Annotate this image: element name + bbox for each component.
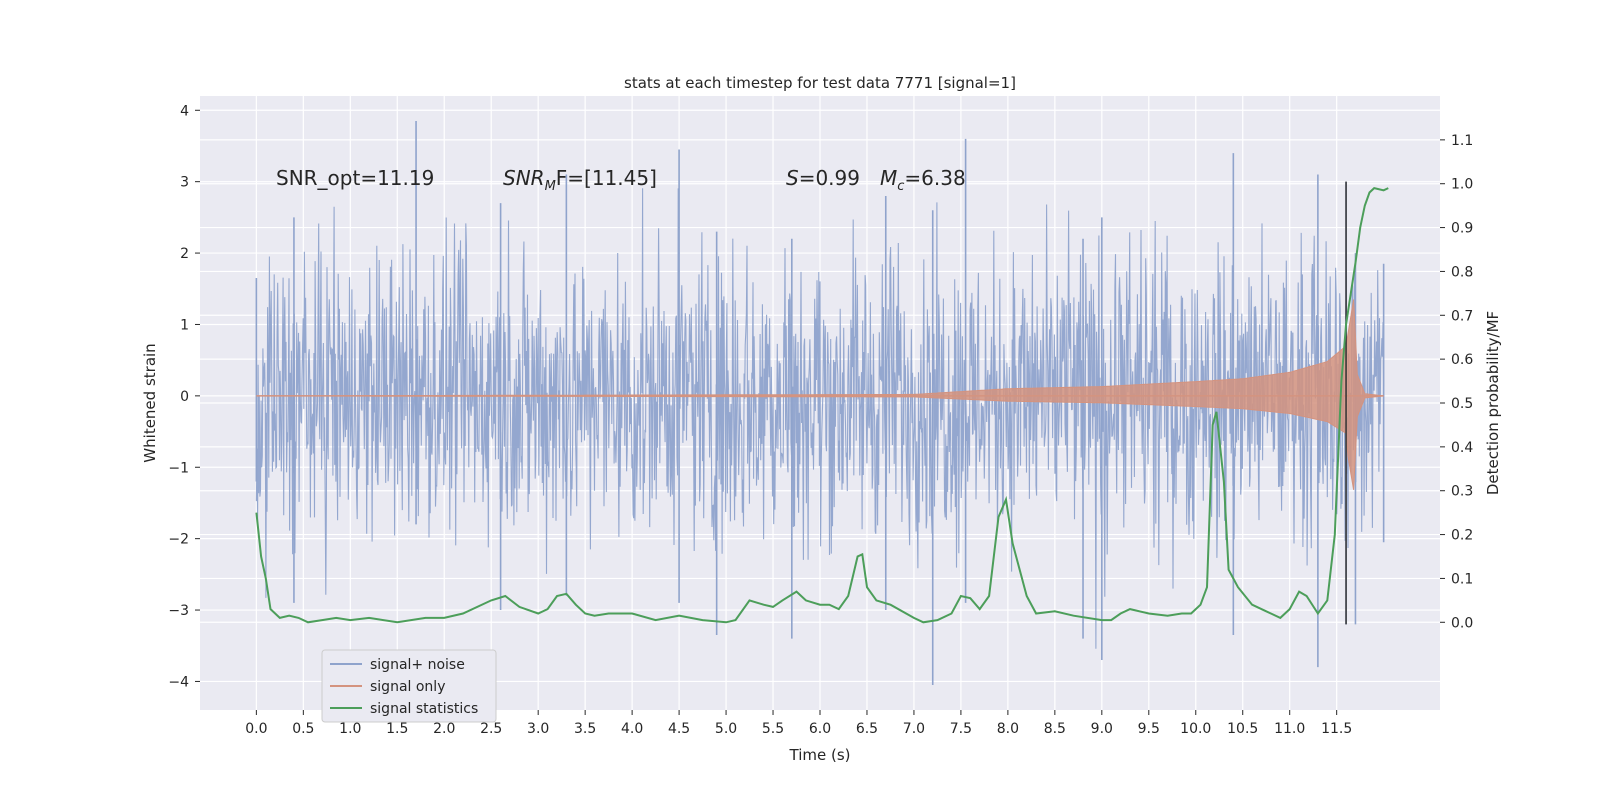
mc-val: =6.38 bbox=[904, 166, 965, 190]
x-tick-label: 3.0 bbox=[527, 721, 549, 737]
y-left-tick-label: 2 bbox=[180, 246, 189, 262]
annotation-snr-mf: SNRMF=[11.45] bbox=[503, 166, 657, 194]
annotation-s: S=0.99 bbox=[786, 166, 860, 190]
x-tick-label: 2.5 bbox=[480, 721, 502, 737]
y-right-tick-label: 0.6 bbox=[1451, 352, 1473, 368]
signal-statistics-series bbox=[255, 187, 1389, 624]
y-right-tick-label: 0.7 bbox=[1451, 308, 1473, 324]
signal-only-series bbox=[256, 299, 1384, 490]
x-tick-label: 6.0 bbox=[809, 721, 831, 737]
y-right-tick-label: 0.8 bbox=[1451, 264, 1473, 280]
x-tick-label: 4.0 bbox=[621, 721, 643, 737]
y-right-tick-label: 0.2 bbox=[1451, 528, 1473, 544]
y-right-tick-label: 0.9 bbox=[1451, 221, 1473, 237]
x-tick-label: 7.5 bbox=[950, 721, 972, 737]
y-right-tick-label: 0.5 bbox=[1451, 396, 1473, 412]
x-tick-label: 3.5 bbox=[574, 721, 596, 737]
x-tick-label: 2.0 bbox=[433, 721, 455, 737]
statistics-line bbox=[255, 187, 1389, 624]
y-right-tick-label: 1.0 bbox=[1451, 177, 1473, 193]
legend: signal+ noise signal only signal statist… bbox=[321, 649, 497, 723]
y-left-axis-ticks: 4 3 2 1 0 −1 −2 −3 −4 bbox=[168, 103, 200, 690]
x-axis-label: Time (s) bbox=[789, 746, 851, 764]
x-tick-label: 11.5 bbox=[1321, 721, 1352, 737]
mc-var: M bbox=[880, 166, 897, 190]
y-left-tick-label: −4 bbox=[168, 674, 189, 690]
annotation-snr-opt: SNR_opt=11.19 bbox=[276, 166, 434, 190]
y-left-tick-label: −1 bbox=[168, 460, 189, 476]
x-tick-label: 8.0 bbox=[997, 721, 1019, 737]
y-right-tick-label: 0.0 bbox=[1451, 615, 1473, 631]
y-right-axis-ticks: 1.1 1.0 0.9 0.8 0.7 0.6 0.5 0.4 0.3 0.2 0.1 0.0 bbox=[1440, 133, 1473, 631]
x-tick-label: 4.5 bbox=[668, 721, 690, 737]
snr-mf-tail: F=[11.45] bbox=[556, 166, 657, 190]
y-left-axis-label: Whitened strain bbox=[141, 343, 159, 462]
y-left-tick-label: −2 bbox=[168, 532, 189, 548]
s-val: =0.99 bbox=[799, 166, 860, 190]
annotation-mc: Mc=6.38 bbox=[880, 166, 966, 194]
x-tick-label: 10.0 bbox=[1180, 721, 1211, 737]
legend-label-signal: signal only bbox=[370, 679, 445, 695]
y-left-tick-label: 4 bbox=[180, 103, 189, 119]
x-tick-label: 0.0 bbox=[245, 721, 267, 737]
x-tick-label: 11.0 bbox=[1274, 721, 1305, 737]
y-left-tick-label: −3 bbox=[168, 603, 189, 619]
y-right-tick-label: 0.1 bbox=[1451, 571, 1473, 587]
x-tick-label: 9.0 bbox=[1091, 721, 1113, 737]
noise-line bbox=[255, 188, 1385, 649]
x-tick-label: 8.5 bbox=[1044, 721, 1066, 737]
y-left-tick-label: 0 bbox=[180, 389, 189, 405]
x-tick-label: 1.0 bbox=[339, 721, 361, 737]
y-right-tick-label: 1.1 bbox=[1451, 133, 1473, 149]
y-left-tick-label: 3 bbox=[180, 175, 189, 191]
x-tick-label: 0.5 bbox=[292, 721, 314, 737]
x-tick-label: 10.5 bbox=[1227, 721, 1258, 737]
mc-sub: c bbox=[897, 179, 904, 194]
snr-mf-main: SNR bbox=[503, 166, 545, 190]
snr-mf-sub: M bbox=[545, 179, 556, 194]
x-tick-label: 7.0 bbox=[903, 721, 925, 737]
legend-label-stats: signal statistics bbox=[370, 701, 478, 717]
legend-label-noise: signal+ noise bbox=[370, 657, 465, 673]
chart-title: stats at each timestep for test data 777… bbox=[624, 74, 1016, 92]
s-var: S bbox=[786, 166, 799, 190]
x-tick-label: 5.5 bbox=[762, 721, 784, 737]
x-axis-ticks: 0.0 0.5 1.0 1.5 2.0 2.5 3.0 3.5 4.0 4.5 5.0 5.5 6.0 6… bbox=[245, 710, 1352, 737]
y-right-axis-label: Detection probability/MF bbox=[1484, 311, 1502, 495]
legend-box bbox=[321, 649, 497, 723]
x-tick-label: 1.5 bbox=[386, 721, 408, 737]
y-left-tick-label: 1 bbox=[180, 317, 189, 333]
x-tick-label: 5.0 bbox=[715, 721, 737, 737]
x-tick-label: 6.5 bbox=[856, 721, 878, 737]
y-right-tick-label: 0.3 bbox=[1451, 484, 1473, 500]
x-tick-label: 9.5 bbox=[1138, 721, 1160, 737]
y-right-tick-label: 0.4 bbox=[1451, 440, 1473, 456]
